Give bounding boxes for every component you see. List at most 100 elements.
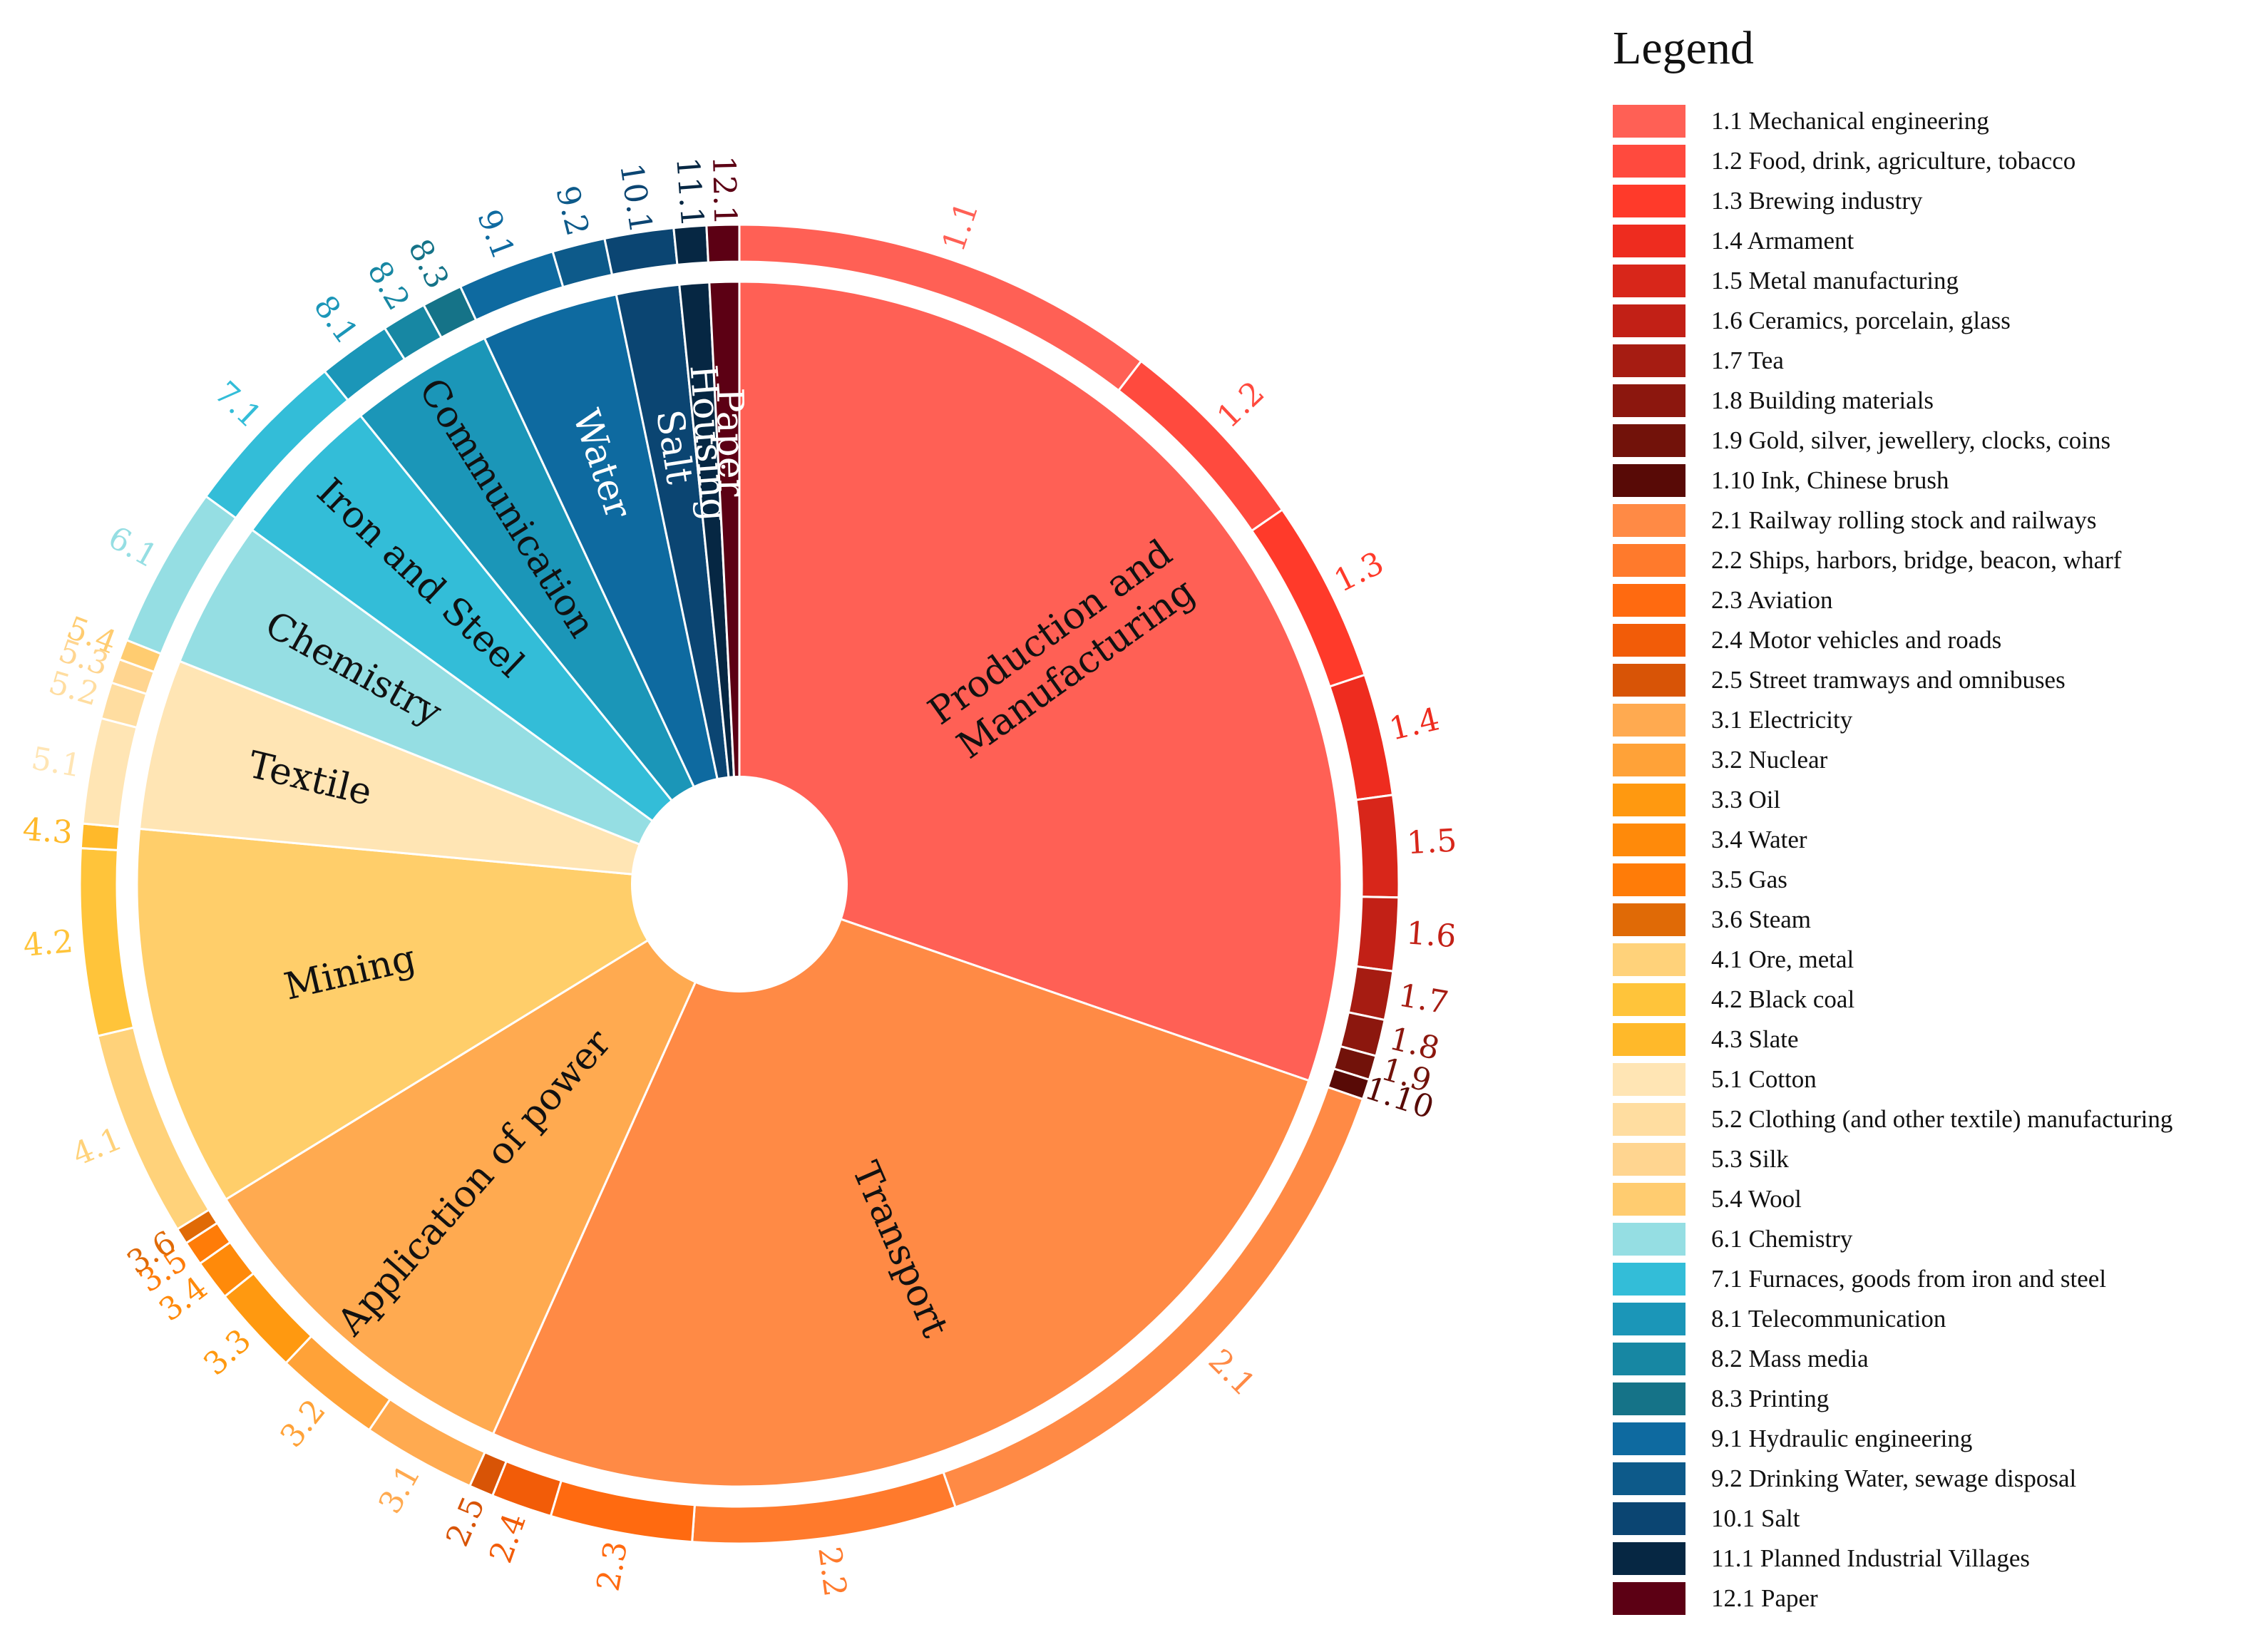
legend-label: 1.10 Ink, Chinese brush <box>1711 466 1949 494</box>
legend-item: 2.5 Street tramways and omnibuses <box>1613 660 2254 700</box>
legend-label: 1.1 Mechanical engineering <box>1711 107 1989 135</box>
legend-swatch <box>1613 903 1685 936</box>
subcategory-slice <box>705 223 741 264</box>
legend-item: 4.3 Slate <box>1613 1020 2254 1060</box>
legend-swatch <box>1613 1143 1685 1176</box>
legend-swatch <box>1613 185 1685 217</box>
subcategory-code-label: 11.1 <box>669 156 710 229</box>
legend-swatch <box>1613 1063 1685 1096</box>
legend-label: 8.2 Mass media <box>1711 1345 1869 1373</box>
legend-item: 1.1 Mechanical engineering <box>1613 101 2254 141</box>
legend-swatch <box>1613 105 1685 138</box>
legend-swatch <box>1613 1223 1685 1256</box>
subcategory-code-label: 6.1 <box>102 519 163 575</box>
legend-label: 3.2 Nuclear <box>1711 746 1828 774</box>
legend-label: 1.3 Brewing industry <box>1711 187 1923 215</box>
legend-item: 7.1 Furnaces, goods from iron and steel <box>1613 1259 2254 1299</box>
subcategory-code-label: 12.1 <box>705 155 743 226</box>
legend-item: 8.1 Telecommunication <box>1613 1299 2254 1339</box>
legend-swatch <box>1613 704 1685 737</box>
legend-label: 1.9 Gold, silver, jewellery, clocks, coi… <box>1711 426 2111 454</box>
legend-swatch <box>1613 664 1685 697</box>
legend-item: 2.3 Aviation <box>1613 580 2254 620</box>
subcategory-code-label: 2.3 <box>590 1539 635 1594</box>
legend-item: 9.1 Hydraulic engineering <box>1613 1419 2254 1459</box>
legend-label: 9.2 Drinking Water, sewage disposal <box>1711 1464 2077 1492</box>
subcategory-code-label: 1.4 <box>1386 701 1443 748</box>
legend-item: 2.4 Motor vehicles and roads <box>1613 620 2254 660</box>
legend-item: 4.2 Black coal <box>1613 980 2254 1020</box>
legend-label: 6.1 Chemistry <box>1711 1225 1853 1253</box>
subcategory-code-label: 4.1 <box>67 1121 127 1174</box>
legend-label: 3.5 Gas <box>1711 866 1787 893</box>
legend-swatch <box>1613 1502 1685 1535</box>
subcategory-slice <box>551 237 614 289</box>
legend-item: 3.1 Electricity <box>1613 700 2254 740</box>
legend-label: 10.1 Salt <box>1711 1504 1800 1532</box>
subcategory-code-label: 4.3 <box>21 811 74 851</box>
legend-label: 3.4 Water <box>1711 826 1807 853</box>
subcategory-ring <box>78 223 1400 1545</box>
legend-item: 10.1 Salt <box>1613 1499 2254 1539</box>
legend-swatch <box>1613 584 1685 617</box>
category-label: Paper <box>708 387 754 497</box>
legend-item: 1.2 Food, drink, agriculture, tobacco <box>1613 141 2254 181</box>
legend-label: 11.1 Planned Industrial Villages <box>1711 1544 2031 1572</box>
legend-swatch <box>1613 1462 1685 1495</box>
legend-label: 4.3 Slate <box>1711 1025 1799 1053</box>
legend-label: 1.6 Ceramics, porcelain, glass <box>1711 307 2011 334</box>
legend-label: 8.1 Telecommunication <box>1711 1305 1946 1333</box>
legend-label: 3.3 Oil <box>1711 786 1781 814</box>
legend-label: 5.3 Silk <box>1711 1145 1789 1173</box>
legend-item: 9.2 Drinking Water, sewage disposal <box>1613 1459 2254 1499</box>
subcategory-code-label: 3.1 <box>371 1458 428 1519</box>
subcategory-code-label: 2.2 <box>811 1544 853 1599</box>
subcategory-code-label: 9.2 <box>548 183 596 240</box>
legend-item: 12.1 Paper <box>1613 1579 2254 1618</box>
legend-label: 8.3 Printing <box>1711 1385 1830 1412</box>
subcategory-code-label: 1.7 <box>1396 978 1452 1022</box>
legend-list: 1.1 Mechanical engineering 1.2 Food, drin… <box>1613 101 2254 1618</box>
legend-swatch <box>1613 863 1685 896</box>
legend-item: 1.3 Brewing industry <box>1613 181 2254 221</box>
legend-swatch <box>1613 225 1685 257</box>
legend-swatch <box>1613 145 1685 178</box>
subcategory-code-label: 3.3 <box>197 1322 258 1382</box>
legend-swatch <box>1613 344 1685 377</box>
legend-label: 2.1 Railway rolling stock and railways <box>1711 506 2097 534</box>
legend-swatch <box>1613 464 1685 497</box>
subcategory-code-label: 10.1 <box>612 161 659 236</box>
legend-label: 7.1 Furnaces, goods from iron and steel <box>1711 1265 2107 1293</box>
legend-swatch <box>1613 1382 1685 1415</box>
legend-item: 2.1 Railway rolling stock and railways <box>1613 501 2254 540</box>
legend-item: 1.9 Gold, silver, jewellery, clocks, coi… <box>1613 421 2254 461</box>
legend-label: 2.3 Aviation <box>1711 586 1833 614</box>
subcategory-code-label: 2.1 <box>1201 1343 1263 1404</box>
legend-swatch <box>1613 1303 1685 1335</box>
legend-label: 1.7 Tea <box>1711 347 1784 374</box>
legend-swatch <box>1613 424 1685 457</box>
subcategory-code-label: 5.1 <box>29 740 84 784</box>
legend-swatch <box>1613 1422 1685 1455</box>
legend-label: 9.1 Hydraulic engineering <box>1711 1425 1973 1452</box>
subcategory-code-label: 2.5 <box>439 1492 492 1551</box>
category-ring <box>135 280 1343 1488</box>
legend-label: 1.4 Armament <box>1711 227 1854 255</box>
legend-label: 1.5 Metal manufacturing <box>1711 267 1959 294</box>
subcategory-slice <box>1347 965 1395 1022</box>
legend-label: 12.1 Paper <box>1711 1584 1818 1612</box>
legend-swatch <box>1613 304 1685 337</box>
legend-swatch <box>1613 784 1685 816</box>
legend-item: 3.3 Oil <box>1613 780 2254 820</box>
legend-swatch <box>1613 1343 1685 1375</box>
legend-item: 2.2 Ships, harbors, bridge, beacon, whar… <box>1613 540 2254 580</box>
subcategory-code-label: 8.1 <box>307 289 365 351</box>
subcategory-code-label: 1.6 <box>1405 915 1458 955</box>
center-hole <box>631 776 848 992</box>
subcategory-slice <box>1355 896 1400 973</box>
subcategory-slice <box>1328 673 1395 801</box>
legend-item: 3.2 Nuclear <box>1613 740 2254 780</box>
legend-item: 3.6 Steam <box>1613 900 2254 940</box>
legend-swatch <box>1613 983 1685 1016</box>
legend-swatch <box>1613 265 1685 297</box>
